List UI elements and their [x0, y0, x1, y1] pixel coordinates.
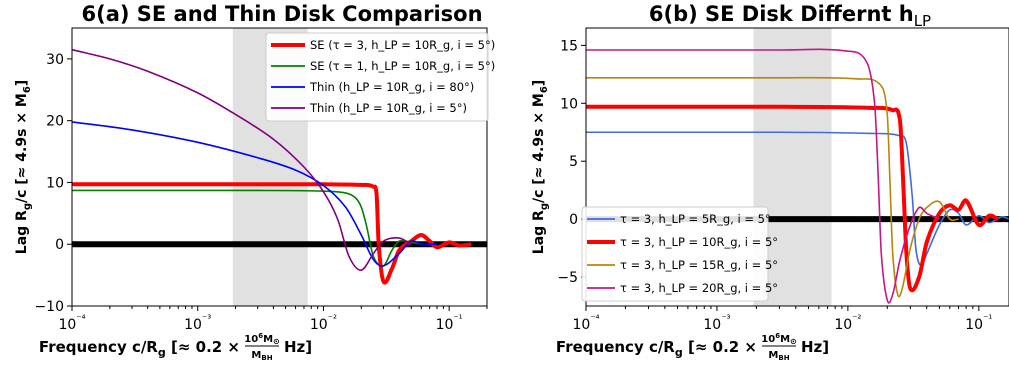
legend-label-2: SE (τ = 1, h_LP = 10R_g, i = 5°) [310, 59, 495, 73]
series-line-2 [586, 104, 999, 293]
x-tick-label: 10⁻² [834, 314, 861, 333]
x-tick-label: 10⁻³ [184, 314, 211, 333]
legend-frame [581, 206, 769, 302]
y-axis-label: Lag Rg/c [≈ 4.9s × M6] [531, 80, 550, 254]
svg-text:MBH: MBH [251, 350, 272, 362]
panel-b: −5 0 5 10 15 10⁻⁴ 10⁻³ 10⁻² 10⁻¹ 6(b) SE Disk Dif… [531, 2, 1009, 362]
legend-label-1: SE (τ = 3, h_LP = 10R_g, i = 5°) [310, 38, 495, 52]
y-tick-label: 15 [560, 38, 578, 54]
x-tick-label: 10⁻³ [703, 314, 730, 333]
legend: τ = 3, h_LP = 5R_g, i = 5° τ = 3, h_LP = … [581, 206, 778, 302]
x-axis-label: Frequency c/Rg [≈ 0.2 × 106M⊙ MBH Hz] [39, 332, 312, 362]
x-tick-label: 10⁻¹ [436, 314, 463, 333]
svg-text:106M⊙: 106M⊙ [244, 332, 279, 346]
chart-title: 6(a) SE and Thin Disk Comparison [81, 2, 482, 26]
y-tick-label: 10 [46, 175, 64, 191]
x-tick-label: 10⁻¹ [965, 314, 992, 333]
series-line-3 [72, 121, 437, 267]
axes-frame [585, 27, 1009, 307]
svg-text:Hz]: Hz] [284, 338, 312, 356]
svg-text:Frequency c/Rg [≈ 0.2 ×: Frequency c/Rg [≈ 0.2 × [556, 338, 757, 359]
legend: SE (τ = 3, h_LP = 10R_g, i = 5°) SE (τ = … [265, 32, 495, 122]
series-line-2 [72, 189, 422, 267]
svg-text:Frequency c/Rg [≈ 0.2 ×: Frequency c/Rg [≈ 0.2 × [39, 338, 240, 359]
panel-a: −10 0 10 20 30 10⁻⁴ 10⁻³ 10⁻² 10⁻¹ 6(a) SE and Th… [14, 2, 495, 362]
legend-label-2: τ = 3, h_LP = 10R_g, i = 5° [620, 235, 778, 249]
y-tick-label: 5 [569, 154, 578, 170]
legend-label-3: Thin (h_LP = 10R_g, i = 80°) [309, 80, 474, 94]
y-tick-label: 0 [569, 212, 578, 228]
legend-frame [265, 32, 489, 122]
legend-label-1: τ = 3, h_LP = 5R_g, i = 5° [620, 212, 771, 226]
series-group [72, 48, 472, 285]
x-tick-label: 10⁻⁴ [572, 314, 599, 333]
y-tick-label: 0 [55, 237, 64, 253]
axes-frame [71, 27, 488, 307]
x-tick-label: 10⁻⁴ [58, 314, 85, 333]
legend-label-3: τ = 3, h_LP = 15R_g, i = 5° [620, 258, 778, 272]
y-tick-label: 20 [46, 114, 64, 130]
svg-text:MBH: MBH [768, 350, 789, 362]
y-tick-label: 30 [46, 52, 64, 68]
series-line-4 [72, 48, 412, 271]
y-tick-label: 10 [560, 96, 578, 112]
x-tick-label: 10⁻² [310, 314, 337, 333]
series-line-4 [586, 48, 940, 304]
series-line-1 [72, 182, 472, 285]
x-axis-label: Frequency c/Rg [≈ 0.2 × 106M⊙ MBH Hz] [556, 332, 829, 362]
y-tick-label: −10 [34, 299, 64, 315]
legend-label-4: τ = 3, h_LP = 20R_g, i = 5° [620, 281, 778, 295]
svg-text:106M⊙: 106M⊙ [761, 332, 796, 346]
y-axis-label: Lag Rg/c [≈ 4.9s × M6] [14, 80, 33, 254]
svg-text:Hz]: Hz] [801, 338, 829, 356]
series-group [586, 48, 1009, 304]
legend-label-4: Thin (h_LP = 10R_g, i = 5°) [309, 101, 467, 115]
chart-title: 6(b) SE Disk Differnt hLP [649, 2, 931, 30]
y-tick-label: −5 [557, 270, 578, 286]
